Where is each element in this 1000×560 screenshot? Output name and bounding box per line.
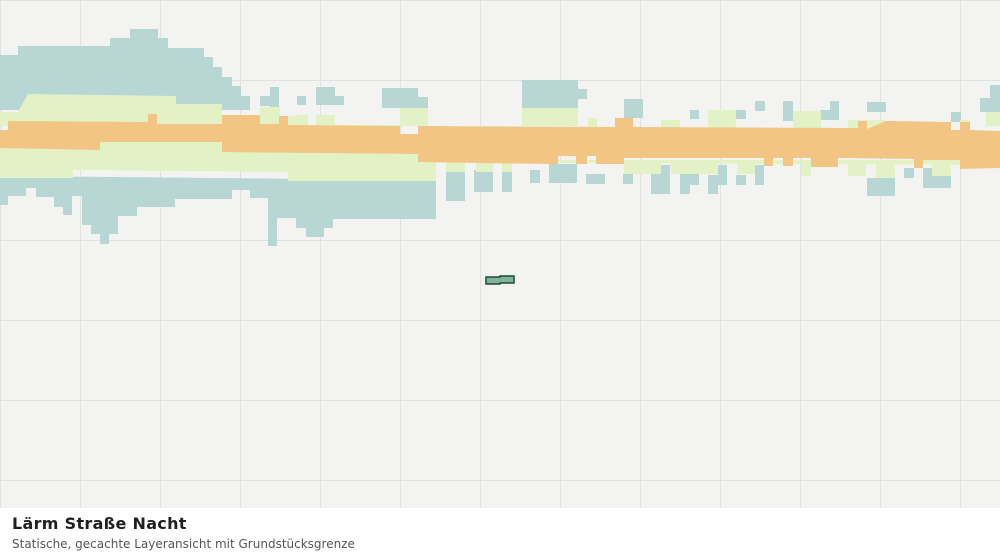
parcel-boundary xyxy=(485,275,515,285)
caption: Lärm Straße Nacht Statische, gecachte La… xyxy=(12,514,355,551)
layer-subtitle: Statische, gecachte Layeransicht mit Gru… xyxy=(12,537,355,551)
noise-zone-low xyxy=(0,29,1000,246)
noise-zone-high xyxy=(0,114,1000,169)
map xyxy=(0,0,1000,508)
layer-title: Lärm Straße Nacht xyxy=(12,514,187,533)
